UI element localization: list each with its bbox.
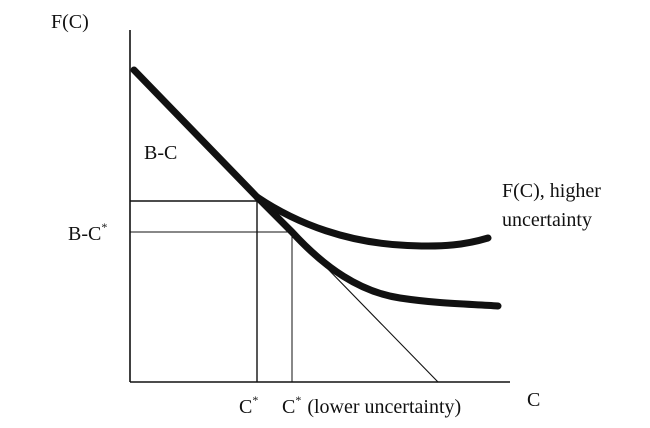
x-axis-label: C [527,389,540,411]
curve-label-line1: F(C), higher [502,180,601,202]
curve-label-line2: uncertainty [502,209,592,231]
y-tick-b-minus-c-star: B-C* [68,220,107,245]
b-minus-c-label: B-C [144,142,177,164]
curve-lower-uncertainty [130,66,502,310]
x-tick-c-star: C* [239,393,258,418]
curve-higher-uncertainty [253,193,492,250]
x-tick-c-star-lower: C* (lower uncertainty) [282,393,461,418]
y-axis-label: F(C) [51,11,89,33]
